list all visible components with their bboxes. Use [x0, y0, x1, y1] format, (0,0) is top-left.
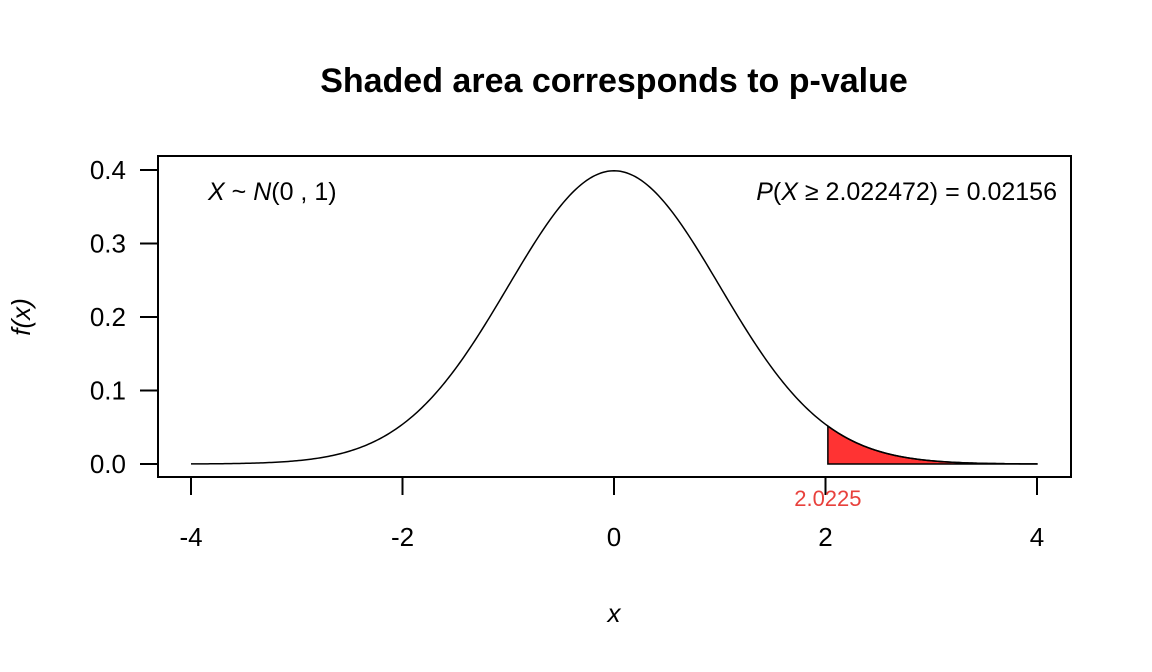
y-tick-label: 0.3 [90, 229, 126, 259]
annot-x: X [207, 178, 226, 206]
annot-p: P [756, 178, 773, 206]
y-tick-label: 0.2 [90, 302, 126, 332]
x-tick-label: -4 [179, 522, 202, 552]
annot-open: ( [773, 178, 782, 206]
x-tick-label: 4 [1030, 522, 1044, 552]
annot-n: N [253, 178, 272, 206]
x-axis: -4 -2 0 2 4 [179, 476, 1044, 552]
y-axis: 0.0 0.1 0.2 0.3 0.4 [90, 155, 159, 479]
y-ticks: 0.0 0.1 0.2 0.3 0.4 [90, 155, 158, 479]
cutoff-label: 2.0225 [794, 486, 861, 511]
annot-rest: ≥ 2.022472) = 0.02156 [798, 178, 1057, 206]
shaded-tail-area [827, 424, 1038, 465]
x-tick-label: -2 [391, 522, 414, 552]
y-axis-label: f(x) [6, 298, 36, 336]
chart-title: Shaded area corresponds to p-value [320, 62, 908, 100]
x-tick-label: 2 [818, 522, 832, 552]
y-tick-label: 0.4 [90, 155, 126, 185]
y-tick-label: 0.0 [90, 449, 126, 479]
annot-px: X [780, 178, 799, 206]
curve-layer [190, 170, 1038, 465]
x-ticks: -4 -2 0 2 4 [179, 477, 1044, 552]
x-axis-label: x [606, 598, 622, 628]
pvalue-annotation: P(X ≥ 2.022472) = 0.02156 [756, 178, 1057, 206]
shade-layer [827, 424, 1038, 465]
distribution-annotation: X ~ N(0 , 1) [207, 178, 337, 206]
density-curve [190, 170, 1038, 465]
y-tick-label: 0.1 [90, 376, 126, 406]
x-tick-label: 0 [607, 522, 621, 552]
annot-tilde: ~ [225, 178, 254, 206]
annot-params: (0 , 1) [271, 178, 336, 206]
